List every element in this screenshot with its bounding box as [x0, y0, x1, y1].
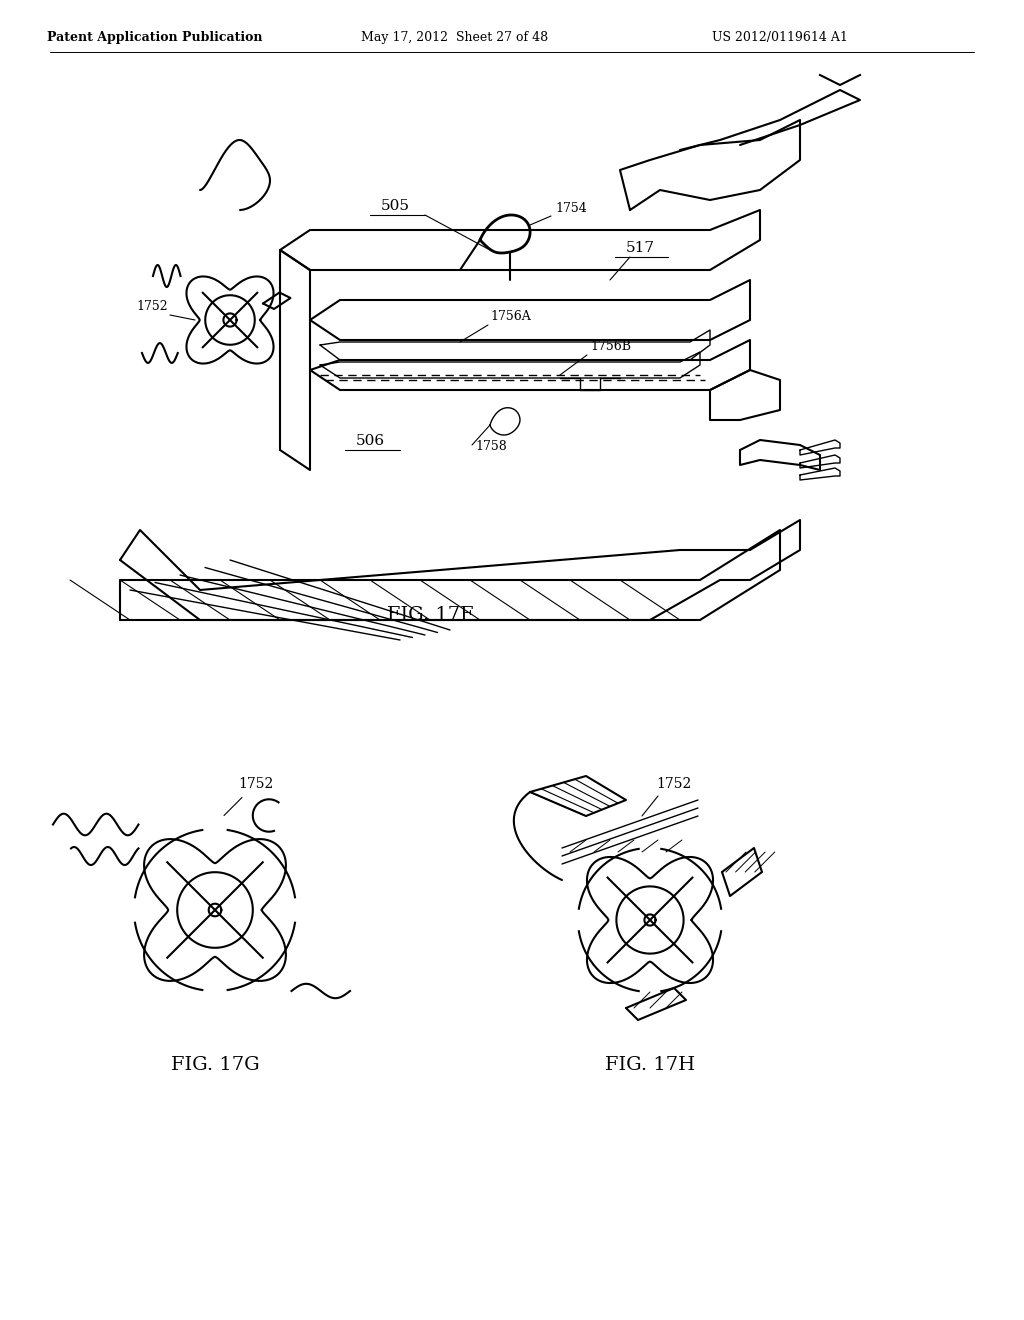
Text: 517: 517	[626, 242, 654, 255]
Text: 506: 506	[355, 434, 385, 447]
Text: 1752: 1752	[656, 777, 691, 791]
Text: US 2012/0119614 A1: US 2012/0119614 A1	[712, 30, 848, 44]
Text: 1752: 1752	[136, 300, 168, 313]
Text: 1756A: 1756A	[490, 310, 530, 323]
Text: May 17, 2012  Sheet 27 of 48: May 17, 2012 Sheet 27 of 48	[361, 30, 549, 44]
Text: 1756B: 1756B	[590, 341, 631, 352]
Text: 505: 505	[381, 199, 410, 213]
Text: Patent Application Publication: Patent Application Publication	[47, 30, 263, 44]
Text: 1758: 1758	[475, 440, 507, 453]
Text: FIG. 17H: FIG. 17H	[605, 1056, 695, 1074]
Text: 1754: 1754	[555, 202, 587, 215]
Text: FIG. 17G: FIG. 17G	[171, 1056, 259, 1074]
Text: FIG. 17F: FIG. 17F	[387, 606, 473, 624]
Text: 1752: 1752	[238, 777, 273, 792]
